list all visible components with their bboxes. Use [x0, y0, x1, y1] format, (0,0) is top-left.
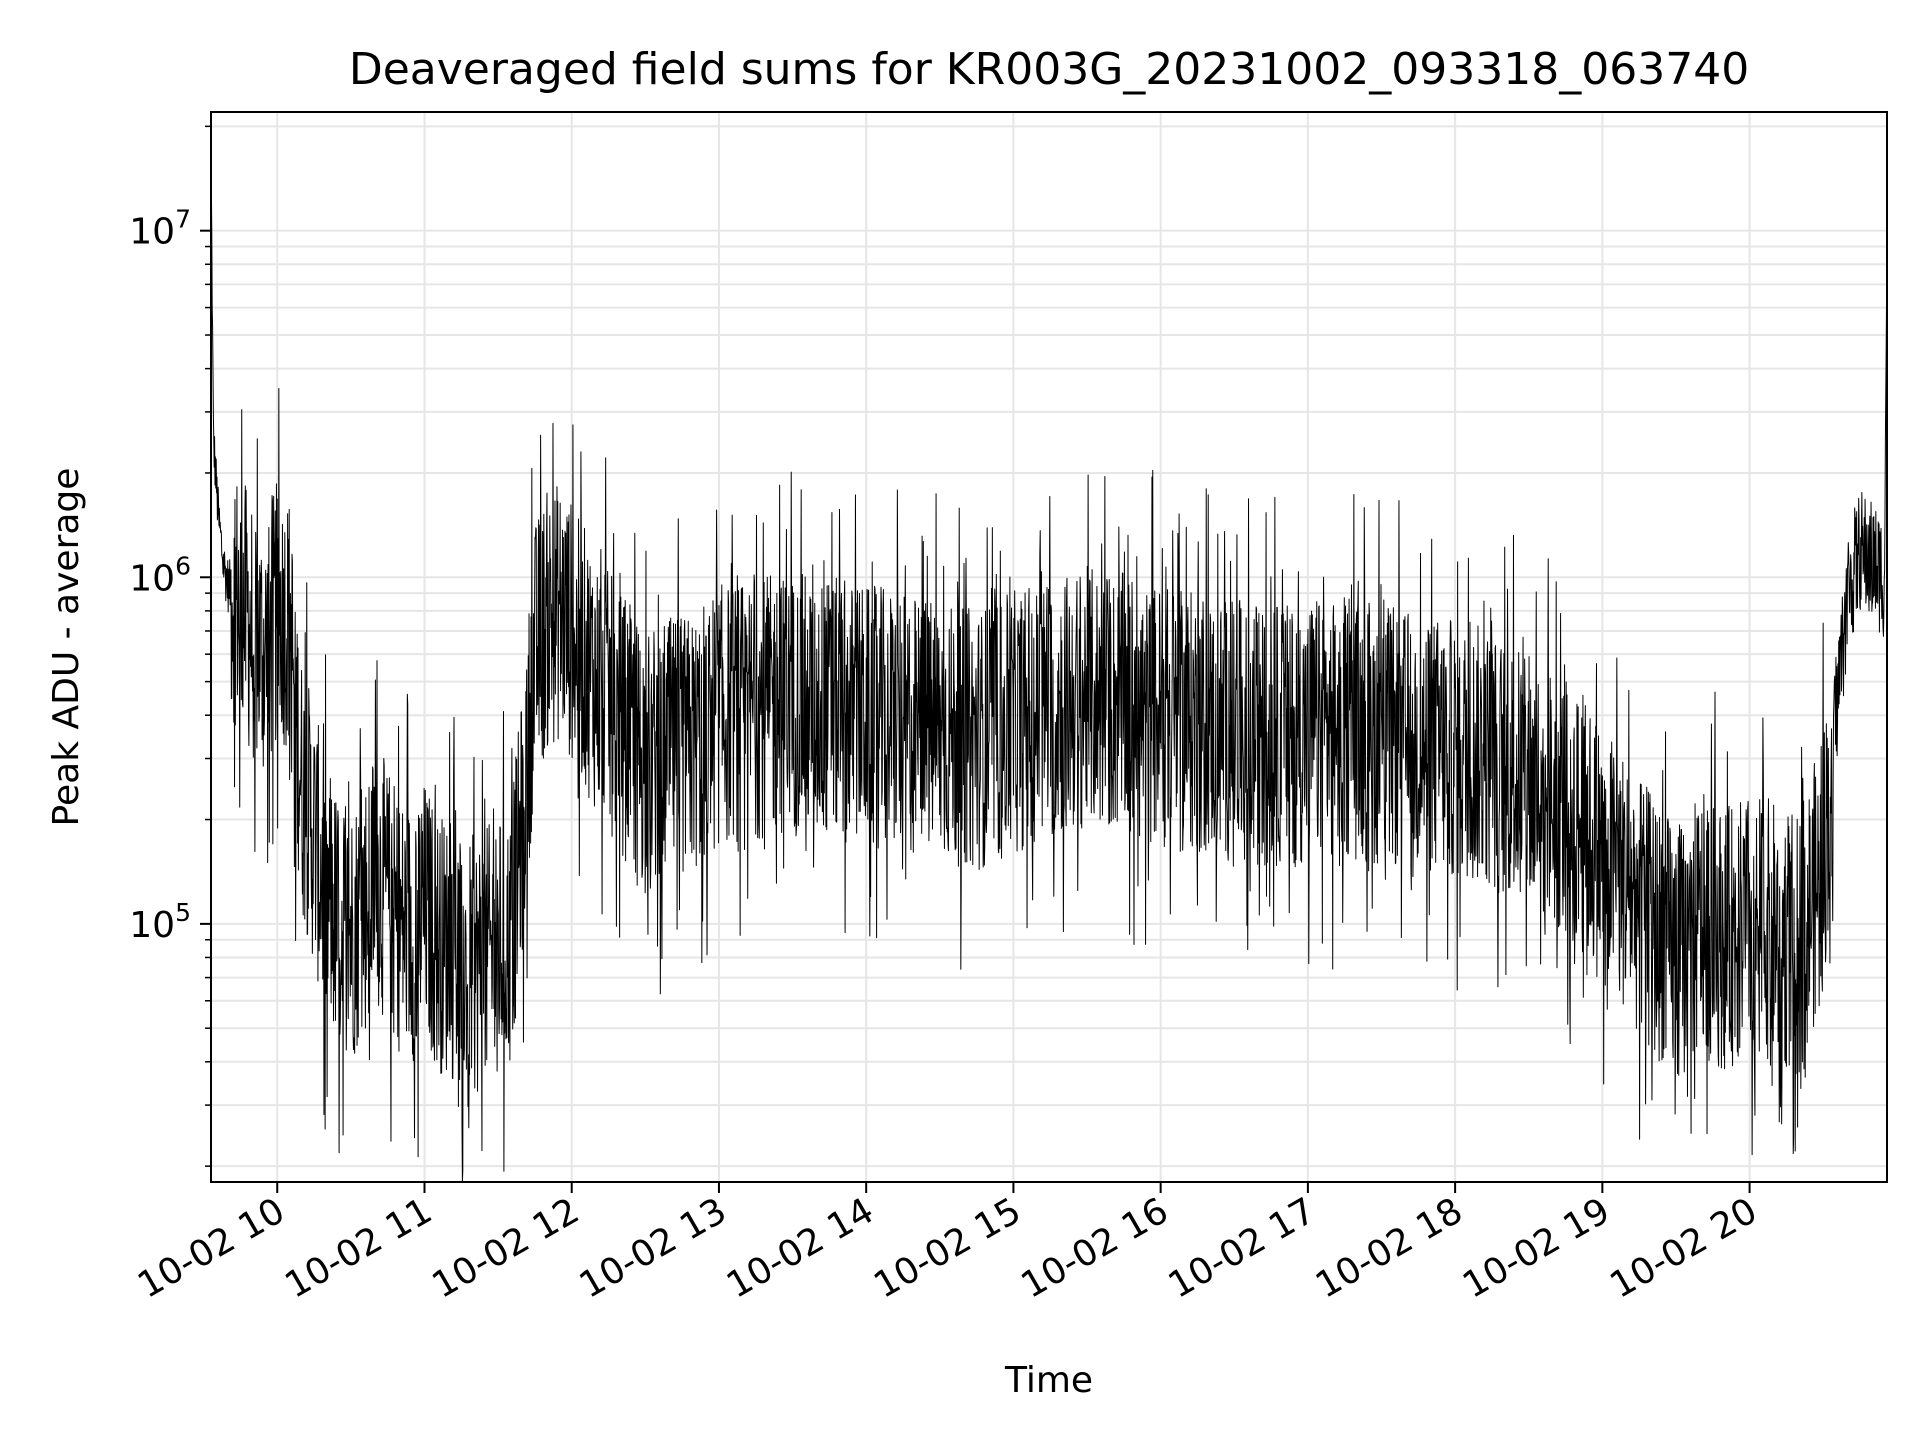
series-line — [210, 142, 1888, 1183]
y-tick-label: 107 — [129, 205, 191, 253]
grid — [211, 112, 1887, 1182]
y-tick-label: 106 — [129, 551, 191, 599]
series-layer — [210, 142, 1888, 1183]
plot-frame — [210, 111, 1888, 1183]
y-tick-label: 105 — [129, 898, 191, 946]
chart-title: Deaveraged field sums for KR003G_2023100… — [349, 44, 1749, 95]
x-axis-label: Time — [1004, 1360, 1093, 1401]
y-axis-label: Peak ADU - average — [46, 468, 87, 827]
